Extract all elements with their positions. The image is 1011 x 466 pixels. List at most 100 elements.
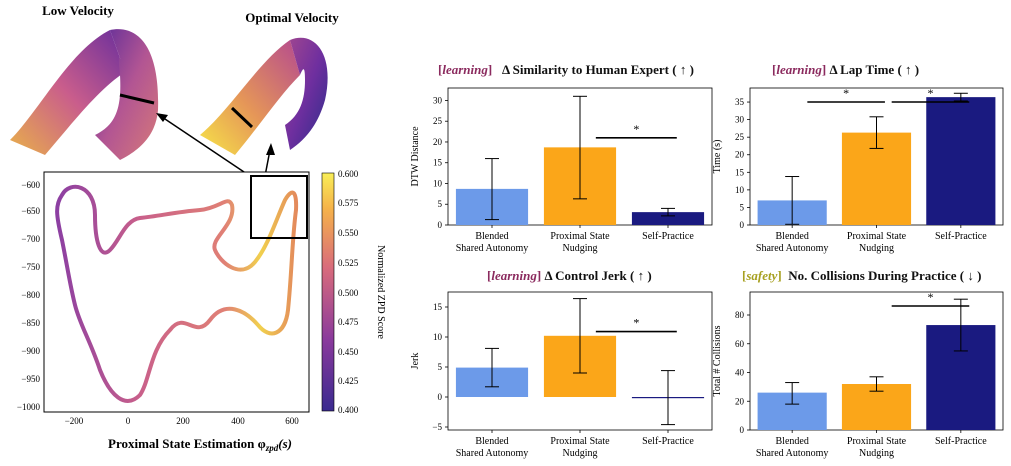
y-tick-label: 25 xyxy=(735,132,745,142)
significance-star: * xyxy=(927,86,933,100)
y-tick-label: 0 xyxy=(438,392,443,402)
colorbar-tick-label: 0.575 xyxy=(338,198,359,208)
y-tick-label: −5 xyxy=(432,422,442,432)
low-velocity-track-a xyxy=(10,30,125,155)
y-tick-label: 10 xyxy=(433,178,443,188)
left-panel: Low Velocity Optimal Velocity −600 −650 … xyxy=(10,3,386,453)
y-tick-label: 20 xyxy=(735,150,745,160)
y-tick-label: 80 xyxy=(735,310,745,320)
map-x-tick-label: −200 xyxy=(65,416,84,426)
chart-2-title-text: Δ Lap Time ( ↑ ) xyxy=(829,62,920,77)
arrow-to-optimal-head xyxy=(266,143,275,155)
x-tick-label: Nudging xyxy=(563,448,598,459)
colorbar-tick-label: 0.475 xyxy=(338,317,359,327)
map-y-tick-label: −900 xyxy=(21,346,40,356)
chart-3-tag-open: [ xyxy=(487,268,492,283)
significance-star: * xyxy=(633,122,639,136)
chart-4-title: [safety] No. Collisions During Practice … xyxy=(742,268,981,284)
chart-1-title-text: Δ Similarity to Human Expert ( ↑ ) xyxy=(501,62,694,77)
y-tick-label: 25 xyxy=(433,116,443,126)
x-tick-label: Self-Practice xyxy=(935,436,987,447)
x-tick-label: Self-Practice xyxy=(642,436,694,447)
chart-4-tag: safety xyxy=(746,268,778,283)
y-tick-label: 5 xyxy=(740,202,745,212)
x-tick-label: Self-Practice xyxy=(642,231,694,242)
y-tick-label: 40 xyxy=(735,368,745,378)
map-y-tick-label: −950 xyxy=(21,374,40,384)
y-tick-label: 0 xyxy=(740,425,745,435)
x-tick-label: Shared Autonomy xyxy=(756,448,829,459)
significance-star: * xyxy=(843,86,849,100)
low-velocity-track-b xyxy=(95,29,159,160)
y-axis-label: Time (s) xyxy=(712,140,723,174)
x-tick-label: Shared Autonomy xyxy=(456,243,529,254)
map-x-tick-label: 200 xyxy=(176,416,190,426)
colorbar xyxy=(321,172,335,412)
zoom-box xyxy=(250,175,308,239)
x-tick-label: Nudging xyxy=(859,448,894,459)
chart-1-tag-close: ] xyxy=(487,62,493,77)
map-y-tick-label: −600 xyxy=(21,180,40,190)
low-velocity-marker xyxy=(119,93,155,105)
map-y-tick-label: −800 xyxy=(21,290,40,300)
map-y-tick-label: −750 xyxy=(21,262,40,272)
x-tick-label: Proximal State xyxy=(847,231,907,242)
significance-star: * xyxy=(633,316,639,330)
arrow-to-low-head xyxy=(156,113,168,122)
y-axis-label: Total # Collisions xyxy=(712,325,723,396)
arrow-to-low xyxy=(161,116,251,177)
x-tick-label: Blended xyxy=(776,436,809,447)
chart-3-tag-close: ] xyxy=(536,268,542,283)
y-tick-label: 10 xyxy=(433,332,443,342)
map-plot-area xyxy=(43,171,310,413)
y-tick-label: 5 xyxy=(438,362,443,372)
x-tick-label: Proximal State xyxy=(550,436,610,447)
optimal-velocity-track-a xyxy=(200,40,300,155)
x-tick-label: Proximal State xyxy=(847,436,907,447)
y-tick-label: 60 xyxy=(735,339,745,349)
y-tick-label: 35 xyxy=(735,97,745,107)
chart-3-title: [learning] Δ Control Jerk ( ↑ ) xyxy=(487,268,652,284)
y-tick-label: 0 xyxy=(438,220,443,230)
y-tick-label: 0 xyxy=(740,220,745,230)
x-tick-label: Proximal State xyxy=(550,231,610,242)
y-tick-label: 15 xyxy=(433,158,443,168)
chart-4: 0 20 40 60 80 Total # Collisions BlendedShared… xyxy=(712,290,1004,459)
y-tick-label: 15 xyxy=(433,302,443,312)
x-tick-label: Nudging xyxy=(563,243,598,254)
y-tick-label: 15 xyxy=(735,167,745,177)
map-y-tick-label: −850 xyxy=(21,318,40,328)
label-low-velocity: Low Velocity xyxy=(42,3,114,18)
colorbar-tick-label: 0.500 xyxy=(338,288,359,298)
map-y-tick-label: −650 xyxy=(21,206,40,216)
colorbar-label: Normalized ZPD Score xyxy=(375,245,386,339)
y-tick-label: 30 xyxy=(735,115,745,125)
colorbar-ticks: 0.600 0.575 0.550 0.525 0.500 0.475 0.45… xyxy=(338,169,359,415)
chart-2-title: [learning] Δ Lap Time ( ↑ ) xyxy=(772,62,919,78)
y-tick-label: 10 xyxy=(735,185,745,195)
chart-1-tag-open: [ xyxy=(438,62,443,77)
y-tick-label: 20 xyxy=(735,396,745,406)
y-tick-label: 30 xyxy=(433,95,443,105)
map-xlabel-main: Proximal State Estimation φ xyxy=(108,436,266,451)
x-tick-label: Shared Autonomy xyxy=(456,448,529,459)
chart-4-tag-open: [ xyxy=(742,268,747,283)
colorbar-tick-label: 0.450 xyxy=(338,347,359,357)
chart-2-tag-close: ] xyxy=(821,62,827,77)
track-path xyxy=(55,184,299,403)
colorbar-tick-label: 0.600 xyxy=(338,169,359,179)
map-x-tick-label: 0 xyxy=(126,416,131,426)
map-y-tick-label: −1000 xyxy=(17,402,41,412)
chart-2-tag-open: [ xyxy=(772,62,777,77)
x-tick-label: Blended xyxy=(475,231,508,242)
map-x-tick-label: 400 xyxy=(231,416,245,426)
map-xlabel-tail: (s) xyxy=(278,436,292,451)
colorbar-tick-label: 0.550 xyxy=(338,228,359,238)
significance-star: * xyxy=(927,290,933,304)
x-tick-label: Blended xyxy=(475,436,508,447)
map-x-ticks: −200 0 200 400 600 xyxy=(65,416,300,426)
bar xyxy=(631,212,705,225)
